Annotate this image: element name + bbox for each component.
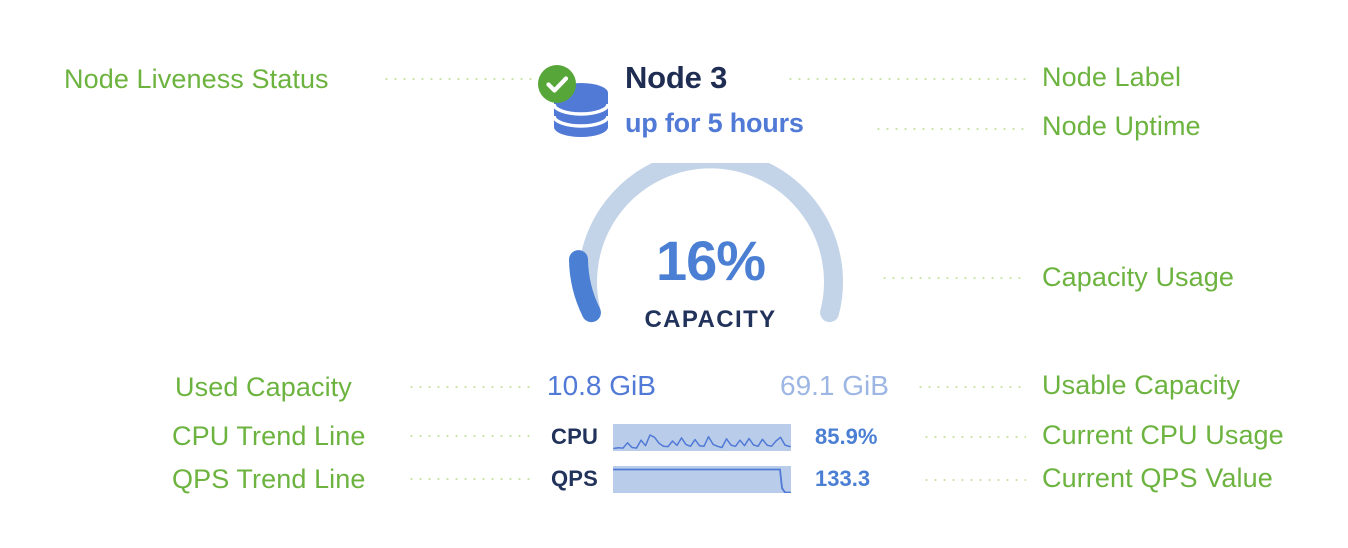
node-label[interactable]: Node 3 xyxy=(625,60,728,95)
qps-trend-sparkline xyxy=(613,465,791,493)
leader-node-label xyxy=(786,76,1026,80)
leader-current-qps-value xyxy=(922,477,1026,481)
usable-capacity-value: 69.1 GiB xyxy=(780,370,889,401)
capacity-caption: CAPACITY xyxy=(644,306,777,333)
capacity-gauge: 16% CAPACITY xyxy=(558,163,863,373)
database-node-healthy-icon[interactable] xyxy=(531,62,615,146)
metric-label-qps: QPS xyxy=(551,466,599,491)
annotation-node-label: Node Label xyxy=(1042,62,1182,92)
metric-label-cpu: CPU xyxy=(551,424,599,449)
annotation-used-capacity: Used Capacity xyxy=(175,372,352,402)
annotation-current-qps-value: Current QPS Value xyxy=(1042,463,1273,493)
node-uptime: up for 5 hours xyxy=(625,108,804,138)
capacity-percent: 16% xyxy=(655,229,766,292)
metric-row-cpu: CPU 85.9% xyxy=(551,422,877,452)
annotation-current-cpu-usage: Current CPU Usage xyxy=(1042,420,1284,450)
annotation-cpu-trend-line: CPU Trend Line xyxy=(172,421,366,451)
annotation-qps-trend-line: QPS Trend Line xyxy=(172,464,366,494)
leader-capacity-usage xyxy=(880,275,1025,279)
metric-row-qps: QPS 133.3 xyxy=(551,464,870,494)
leader-current-cpu-usage xyxy=(922,434,1026,438)
leader-node-liveness-status xyxy=(382,76,532,80)
cpu-current-value: 85.9% xyxy=(815,424,878,449)
leader-usable-capacity xyxy=(916,384,1026,388)
annotation-capacity-usage: Capacity Usage xyxy=(1042,262,1234,292)
annotation-usable-capacity: Usable Capacity xyxy=(1042,370,1241,400)
annotation-node-liveness-status: Node Liveness Status xyxy=(64,64,329,94)
annotation-node-uptime: Node Uptime xyxy=(1042,111,1201,141)
leader-node-uptime xyxy=(874,126,1026,130)
cpu-trend-sparkline xyxy=(613,423,791,451)
qps-current-value: 133.3 xyxy=(815,466,871,491)
leader-cpu-trend-line xyxy=(407,433,532,437)
used-capacity-value: 10.8 GiB xyxy=(547,370,656,401)
leader-qps-trend-line xyxy=(407,476,532,480)
leader-used-capacity xyxy=(407,384,532,388)
